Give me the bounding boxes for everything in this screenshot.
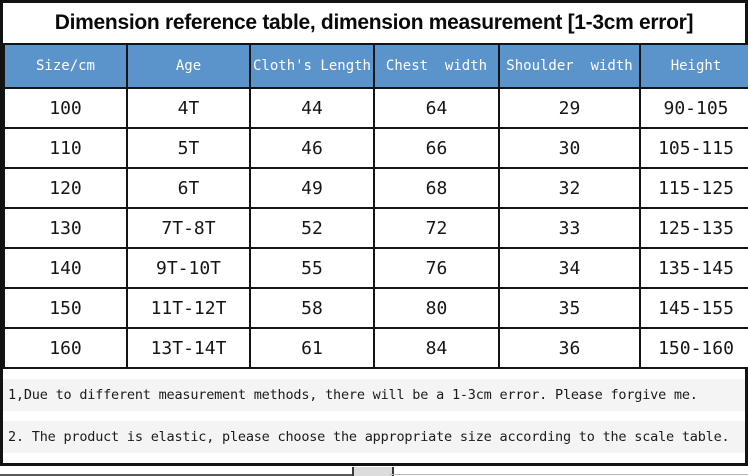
fragment-cell	[352, 467, 394, 476]
fragment-border-left	[0, 474, 354, 476]
column-header-age: Age	[126, 43, 251, 89]
table-cell: 52	[249, 207, 375, 249]
table-cell: 9T-10T	[126, 247, 251, 289]
table-header-row: Size/cm Age Cloth's Length Chest width S…	[3, 43, 748, 89]
table-body: 100 4T 44 64 29 90-105 110 5T 46 66 30 105-115 120 6T…	[3, 87, 748, 369]
table-cell: 13T-14T	[126, 327, 251, 369]
table-row: 150 11T-12T 58 80 35 145-155	[3, 287, 748, 329]
table-cell: 49	[249, 167, 375, 209]
size-table: Size/cm Age Cloth's Length Chest width S…	[3, 43, 748, 369]
table-cell: 80	[373, 287, 500, 329]
column-header-height: Height	[639, 43, 748, 89]
fragment-border-right	[390, 474, 748, 475]
table-cell: 36	[498, 327, 641, 369]
table-cell: 33	[498, 207, 641, 249]
table-cell: 66	[373, 127, 500, 169]
table-cell: 115-125	[639, 167, 748, 209]
footnote-1: 1,Due to different measurement methods, …	[3, 379, 745, 412]
table-cell: 145-155	[639, 287, 748, 329]
footnotes: 1,Due to different measurement methods, …	[3, 369, 745, 463]
table-cell: 68	[373, 167, 500, 209]
title-bar: Dimension reference table, dimension mea…	[3, 3, 745, 43]
footnote-2: 2. The product is elastic, please choose…	[3, 420, 745, 453]
column-header-cloth-length: Cloth's Length	[249, 43, 375, 89]
table-cell: 7T-8T	[126, 207, 251, 249]
table-cell: 140	[3, 247, 128, 289]
column-header-chest-width: Chest width	[373, 43, 500, 89]
column-header-shoulder-width: Shoulder width	[498, 43, 641, 89]
table-cell: 34	[498, 247, 641, 289]
table-cell: 84	[373, 327, 500, 369]
table-cell: 35	[498, 287, 641, 329]
column-header-size: Size/cm	[3, 43, 128, 89]
table-cell: 64	[373, 87, 500, 129]
size-chart-frame: Dimension reference table, dimension mea…	[0, 0, 748, 466]
table-cell: 4T	[126, 87, 251, 129]
table-cell: 29	[498, 87, 641, 129]
table-cell: 61	[249, 327, 375, 369]
table-cell: 120	[3, 167, 128, 209]
table-row: 120 6T 49 68 32 115-125	[3, 167, 748, 209]
table-cell: 72	[373, 207, 500, 249]
table-cell: 130	[3, 207, 128, 249]
table-cell: 30	[498, 127, 641, 169]
table-row: 100 4T 44 64 29 90-105	[3, 87, 748, 129]
table-cell: 110	[3, 127, 128, 169]
table-row: 140 9T-10T 55 76 34 135-145	[3, 247, 748, 289]
table-cell: 6T	[126, 167, 251, 209]
table-cell: 76	[373, 247, 500, 289]
table-cell: 44	[249, 87, 375, 129]
table-cell: 32	[498, 167, 641, 209]
cutoff-table-fragment	[0, 466, 748, 476]
table-cell: 150	[3, 287, 128, 329]
table-cell: 90-105	[639, 87, 748, 129]
table-cell: 5T	[126, 127, 251, 169]
table-cell: 160	[3, 327, 128, 369]
table-row: 110 5T 46 66 30 105-115	[3, 127, 748, 169]
table-cell: 11T-12T	[126, 287, 251, 329]
table-cell: 125-135	[639, 207, 748, 249]
table-row: 160 13T-14T 61 84 36 150-160	[3, 327, 748, 369]
table-cell: 105-115	[639, 127, 748, 169]
table-row: 130 7T-8T 52 72 33 125-135	[3, 207, 748, 249]
table-cell: 58	[249, 287, 375, 329]
table-cell: 100	[3, 87, 128, 129]
table-cell: 135-145	[639, 247, 748, 289]
table-cell: 46	[249, 127, 375, 169]
table-cell: 55	[249, 247, 375, 289]
page-title: Dimension reference table, dimension mea…	[54, 11, 694, 34]
table-cell: 150-160	[639, 327, 748, 369]
